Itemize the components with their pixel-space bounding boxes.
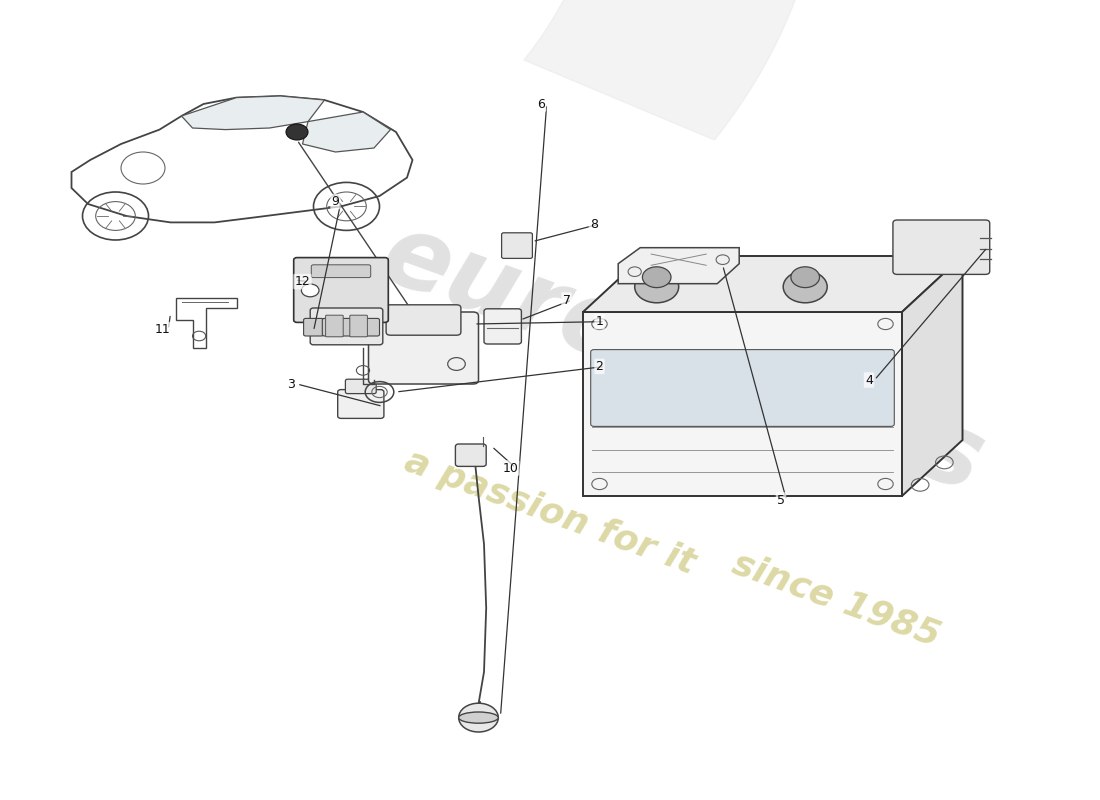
Polygon shape (583, 312, 902, 496)
Text: 3: 3 (287, 378, 296, 390)
FancyBboxPatch shape (350, 315, 367, 337)
Circle shape (783, 270, 827, 303)
Text: 12: 12 (295, 275, 310, 288)
Polygon shape (583, 256, 962, 312)
Text: 9: 9 (331, 195, 340, 208)
FancyBboxPatch shape (591, 350, 894, 426)
Text: 4: 4 (865, 374, 873, 386)
FancyBboxPatch shape (455, 444, 486, 466)
FancyBboxPatch shape (893, 220, 990, 274)
FancyBboxPatch shape (341, 318, 361, 336)
Text: 8: 8 (590, 218, 598, 230)
FancyBboxPatch shape (310, 308, 383, 345)
Text: eurospares: eurospares (368, 206, 996, 514)
FancyBboxPatch shape (360, 318, 379, 336)
FancyBboxPatch shape (386, 305, 461, 335)
FancyBboxPatch shape (368, 312, 478, 384)
FancyBboxPatch shape (484, 309, 521, 344)
FancyBboxPatch shape (304, 318, 323, 336)
Circle shape (791, 267, 820, 288)
Text: a passion for it: a passion for it (400, 443, 700, 581)
Text: since 1985: since 1985 (727, 546, 945, 654)
Text: 1: 1 (595, 315, 604, 328)
Polygon shape (106, 0, 825, 140)
Polygon shape (618, 248, 739, 284)
Circle shape (635, 270, 679, 303)
Text: 11: 11 (155, 323, 170, 336)
FancyBboxPatch shape (345, 379, 376, 394)
FancyBboxPatch shape (311, 265, 371, 278)
FancyBboxPatch shape (502, 233, 532, 258)
Text: 10: 10 (503, 462, 518, 474)
Circle shape (459, 703, 498, 732)
Text: 5: 5 (777, 494, 785, 506)
Circle shape (642, 267, 671, 288)
Circle shape (286, 124, 308, 140)
Circle shape (301, 284, 319, 297)
Text: 6: 6 (537, 98, 546, 110)
FancyBboxPatch shape (294, 258, 388, 322)
FancyBboxPatch shape (338, 390, 384, 418)
FancyBboxPatch shape (322, 318, 342, 336)
Ellipse shape (459, 712, 498, 723)
Polygon shape (302, 112, 390, 152)
Text: 7: 7 (562, 294, 571, 306)
Polygon shape (182, 96, 324, 130)
Polygon shape (902, 256, 962, 496)
FancyBboxPatch shape (326, 315, 343, 337)
Text: 2: 2 (595, 360, 604, 373)
